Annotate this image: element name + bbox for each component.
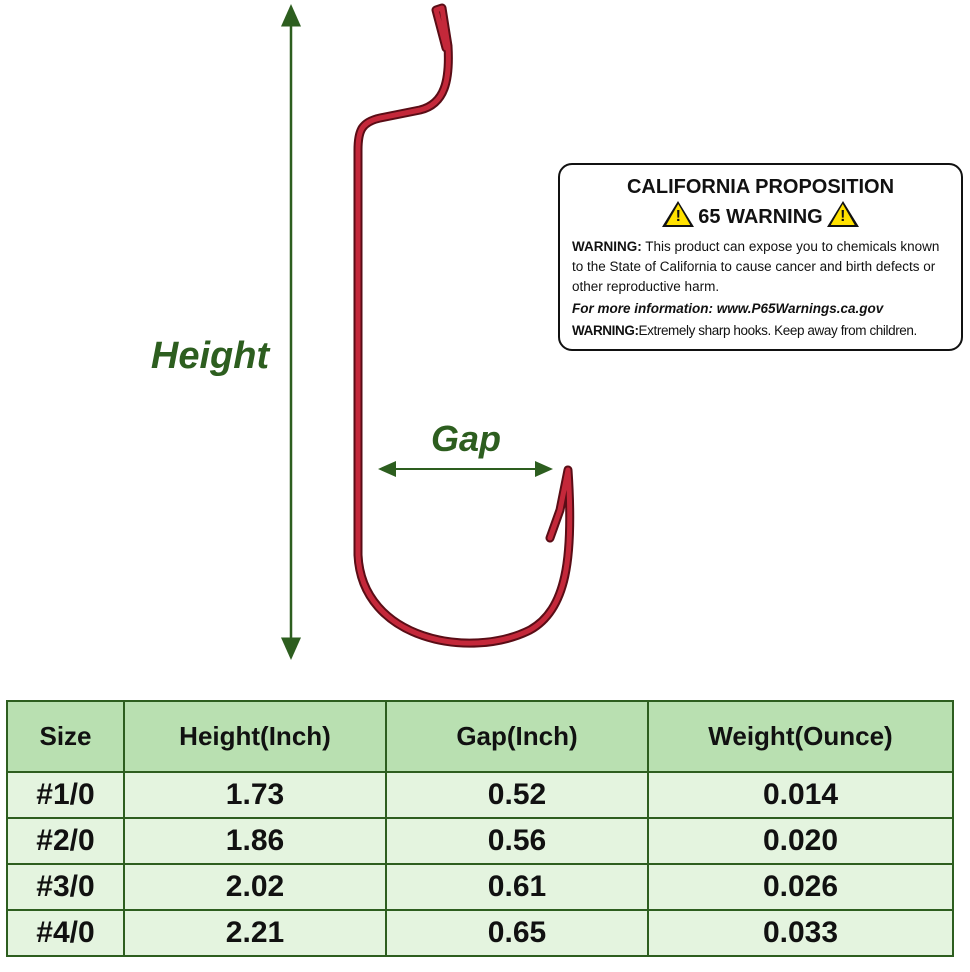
table-cell: Gap(Inch) xyxy=(385,700,649,773)
hook xyxy=(353,3,575,648)
table-row: #3/0 2.02 0.61 0.026 xyxy=(6,863,954,911)
table-cell: 2.02 xyxy=(123,863,387,911)
table-cell: 0.65 xyxy=(385,909,649,957)
table-cell: Size xyxy=(6,700,125,773)
table-cell: 0.61 xyxy=(385,863,649,911)
table-cell: Height(Inch) xyxy=(123,700,387,773)
size-table: Size Height(Inch) Gap(Inch) Weight(Ounce) #1… xyxy=(6,700,954,957)
table-cell: 0.026 xyxy=(647,863,954,911)
warning-2: WARNING:Extremely sharp hooks. Keep away… xyxy=(572,321,949,341)
table-row: Size Height(Inch) Gap(Inch) Weight(Ounce) xyxy=(6,700,954,773)
table-cell: #4/0 xyxy=(6,909,125,957)
warning-prefix: WARNING: xyxy=(572,239,642,254)
table-row: #4/0 2.21 0.65 0.033 xyxy=(6,909,954,957)
table-cell: 0.033 xyxy=(647,909,954,957)
warning-title-2: 65 WARNING xyxy=(572,201,949,231)
table-cell: 1.86 xyxy=(123,817,387,865)
table-cell: 2.21 xyxy=(123,909,387,957)
warning-2-prefix: WARNING: xyxy=(572,323,639,338)
warning-2-text: Extremely sharp hooks. Keep away from ch… xyxy=(638,323,918,338)
warning-body: This product can expose you to chemicals… xyxy=(572,239,940,294)
table-cell: 0.014 xyxy=(647,771,954,819)
table-cell: Weight(Ounce) xyxy=(647,700,954,773)
warning-title: CALIFORNIA PROPOSITION xyxy=(626,176,895,198)
warning-box: CALIFORNIA PROPOSITION 65 WARNING WARNIN… xyxy=(558,163,963,351)
table-cell: 0.56 xyxy=(385,817,649,865)
table-cell: #3/0 xyxy=(6,863,125,911)
table-cell: 1.73 xyxy=(123,771,387,819)
table-cell: 0.020 xyxy=(647,817,954,865)
gap-label: Gap xyxy=(431,418,501,459)
table-cell: #1/0 xyxy=(6,771,125,819)
warning-text: WARNING: This product can expose you to … xyxy=(572,237,949,297)
info-line: For more information: www.P65Warnings.ca… xyxy=(572,301,884,316)
table-cell: 0.52 xyxy=(385,771,649,819)
hook-diagram: Height Gap xyxy=(151,3,575,660)
table-cell: #2/0 xyxy=(6,817,125,865)
table-row: #1/0 1.73 0.52 0.014 xyxy=(6,771,954,819)
warning-title-text: 65 WARNING xyxy=(698,206,823,228)
height-label: Height xyxy=(151,335,271,377)
table-row: #2/0 1.86 0.56 0.020 xyxy=(6,817,954,865)
